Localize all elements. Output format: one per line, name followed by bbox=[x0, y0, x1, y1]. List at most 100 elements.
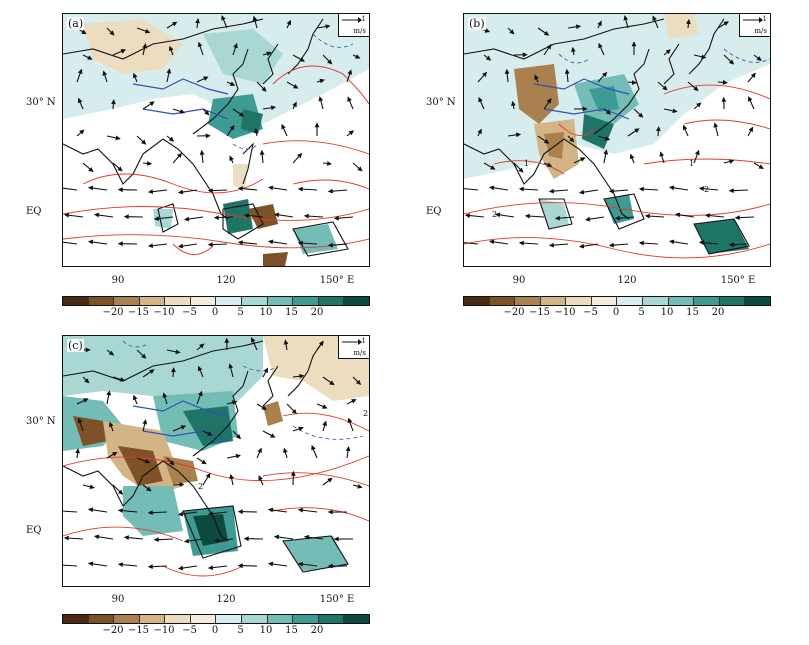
panel-label: (b) bbox=[468, 17, 486, 30]
wind-vector-head bbox=[652, 15, 657, 21]
wind-vector-head bbox=[170, 367, 176, 373]
lon-label-150e: 150° E bbox=[720, 275, 756, 286]
colorbar-segment bbox=[540, 297, 567, 305]
wind-vector-head bbox=[515, 132, 522, 138]
wind-vector-head bbox=[117, 562, 124, 567]
wind-vector-head bbox=[297, 561, 304, 567]
contours-negative bbox=[232, 33, 354, 150]
wind-vector-head bbox=[109, 421, 114, 428]
colorbar-tick-label: −10 bbox=[153, 625, 175, 636]
wind-vector-head bbox=[297, 507, 304, 513]
wind-vector-head bbox=[204, 110, 210, 116]
contour-label: 2 bbox=[363, 409, 368, 418]
wind-vector-head bbox=[546, 98, 552, 104]
wind-vector-head bbox=[347, 69, 352, 75]
wind-vector-head bbox=[197, 365, 203, 372]
colorbar-tick-label: 0 bbox=[211, 625, 219, 636]
wind-vector-head bbox=[318, 96, 324, 102]
colorbar-segment bbox=[88, 615, 115, 623]
wind-vector-head bbox=[634, 128, 640, 133]
colorbar-segment bbox=[63, 297, 89, 305]
colorbar-segment bbox=[267, 297, 294, 305]
wind-vector-head bbox=[297, 186, 303, 192]
wind-vector-head bbox=[141, 353, 147, 359]
wind-vector-head bbox=[674, 212, 681, 218]
contour-label: 2 bbox=[492, 210, 497, 219]
wind-vector-head bbox=[251, 337, 256, 343]
wind-vector-head bbox=[77, 68, 83, 75]
wind-vector-head bbox=[229, 473, 234, 480]
wind-vector-head bbox=[89, 484, 95, 490]
wind-vector-head bbox=[569, 137, 575, 143]
reference-value: 1 bbox=[361, 15, 366, 23]
map-c-svg: 2 2 bbox=[63, 336, 369, 577]
colorbar-tick-label: −10 bbox=[153, 307, 175, 318]
wind-vector-head bbox=[602, 71, 608, 78]
wind-vector-head bbox=[63, 535, 69, 541]
wind-vector-head bbox=[254, 127, 259, 134]
colorbar-segment bbox=[165, 297, 191, 305]
colorbar-tick-label: −20 bbox=[102, 625, 124, 636]
colorbar-tick-label: 15 bbox=[285, 625, 298, 636]
wind-vector-head bbox=[704, 213, 711, 218]
wind-vector-head bbox=[177, 189, 184, 195]
colorbar-tick-label: −15 bbox=[528, 307, 551, 318]
wind-vector-head bbox=[207, 431, 213, 436]
colorbar-segment bbox=[139, 615, 166, 623]
wind-vector-head bbox=[327, 509, 333, 515]
colorbar-tick-label: 20 bbox=[310, 307, 324, 318]
wind-vector-head bbox=[351, 399, 357, 404]
wind-vector-head bbox=[571, 46, 576, 53]
wind-vector-head bbox=[644, 213, 650, 219]
reference-vector-box: 1 m/s bbox=[739, 14, 770, 37]
rivers bbox=[132, 78, 229, 120]
wind-vector-head bbox=[171, 21, 178, 27]
colorbar-segment bbox=[114, 297, 140, 305]
wind-vector-head bbox=[756, 56, 762, 62]
wind-vector-head bbox=[464, 213, 471, 218]
wind-vector-head bbox=[623, 15, 629, 21]
wind-vector-head bbox=[608, 188, 614, 194]
wind-vector-head bbox=[263, 367, 269, 374]
wind-vector-head bbox=[668, 185, 675, 191]
colorbar-tick-label: −15 bbox=[127, 307, 150, 318]
colorbar-segment bbox=[216, 297, 243, 305]
colorbar-segment bbox=[318, 297, 345, 305]
wind-vector-head bbox=[237, 563, 243, 569]
wind-vector-head bbox=[303, 534, 310, 540]
contour-label: 1 bbox=[524, 159, 529, 168]
wind-vector-head bbox=[201, 459, 207, 465]
wind-vector-head bbox=[168, 136, 175, 142]
panel-label: (c) bbox=[67, 339, 84, 352]
colorbar-tick-label: −20 bbox=[503, 307, 525, 318]
wind-vector-head bbox=[179, 482, 185, 487]
wind-vector-head bbox=[584, 216, 591, 222]
lat-label-eq: EQ bbox=[26, 525, 42, 536]
wind-vector-head bbox=[162, 392, 168, 398]
wind-vector-head bbox=[237, 186, 244, 191]
wind-vector-head bbox=[511, 100, 516, 107]
wind-vector-head bbox=[229, 81, 236, 86]
colorbar-tick-label: 10 bbox=[660, 307, 674, 318]
colorbar-segment bbox=[745, 297, 770, 305]
wind-vector-head bbox=[117, 241, 123, 247]
lon-label-120: 120 bbox=[617, 275, 637, 286]
wind-vector-head bbox=[177, 152, 183, 159]
wind-vector-head bbox=[77, 97, 83, 104]
wind-vector-head bbox=[534, 74, 539, 80]
wind-vector-head bbox=[477, 128, 482, 135]
wind-vector-head bbox=[235, 434, 242, 440]
wind-vector-head bbox=[291, 408, 297, 415]
colorbar-segment bbox=[216, 615, 243, 623]
wind-vector-head bbox=[299, 373, 305, 379]
wind-vector-head bbox=[696, 102, 702, 108]
wind-vector-head bbox=[748, 126, 754, 133]
rivers bbox=[533, 78, 630, 120]
wind-vector-head bbox=[748, 96, 753, 102]
wind-vector bbox=[464, 242, 479, 245]
wind-vector-head bbox=[144, 28, 151, 34]
wind-vector-head bbox=[722, 80, 728, 85]
wind-vector-head bbox=[713, 122, 719, 128]
wind-vector-head bbox=[142, 419, 148, 425]
wind-vector-head bbox=[261, 86, 267, 92]
